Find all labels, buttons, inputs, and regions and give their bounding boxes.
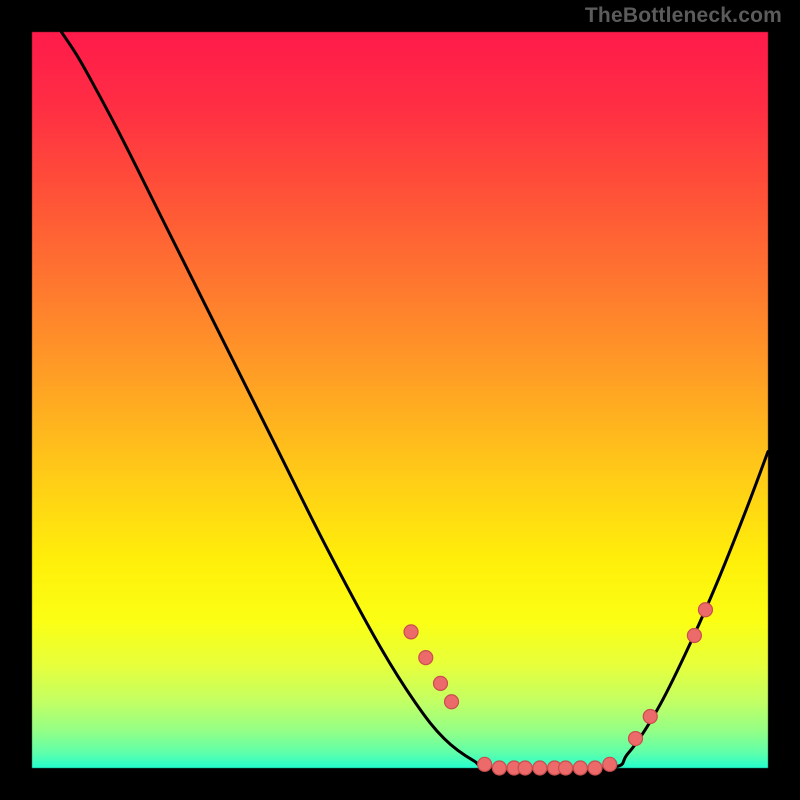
data-point-marker: [573, 761, 587, 775]
data-point-marker: [445, 695, 459, 709]
data-point-marker: [433, 676, 447, 690]
data-point-marker: [698, 603, 712, 617]
data-point-marker: [629, 732, 643, 746]
data-point-marker: [518, 761, 532, 775]
data-point-marker: [419, 651, 433, 665]
data-point-marker: [559, 761, 573, 775]
data-point-marker: [687, 629, 701, 643]
data-point-marker: [478, 757, 492, 771]
chart-container: TheBottleneck.com: [0, 0, 800, 800]
data-point-marker: [533, 761, 547, 775]
bottleneck-curve: [61, 32, 768, 770]
data-point-marker: [588, 761, 602, 775]
data-point-marker: [643, 709, 657, 723]
data-point-marker: [603, 757, 617, 771]
curve-overlay: [0, 0, 800, 800]
data-point-marker: [492, 761, 506, 775]
watermark-text: TheBottleneck.com: [585, 4, 782, 28]
data-point-marker: [404, 625, 418, 639]
